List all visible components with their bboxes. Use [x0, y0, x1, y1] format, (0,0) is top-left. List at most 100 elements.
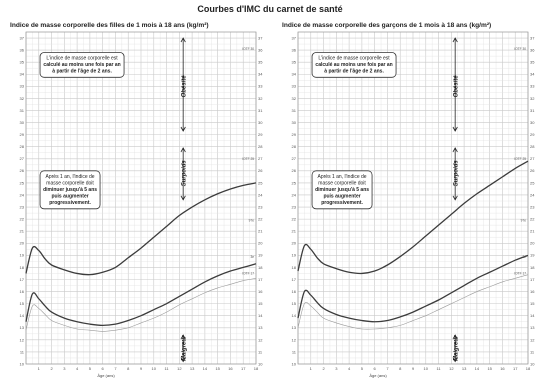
- x-tick-label: 14: [203, 366, 208, 371]
- curve-label: IOTF 30: [242, 47, 254, 51]
- y-tick-label-right: 34: [530, 72, 535, 77]
- note-middle-line: puis augmenter: [323, 194, 360, 200]
- overweight-arrow-head-up: [180, 147, 186, 153]
- x-tick-label: 3: [335, 366, 338, 371]
- x-tick-label: 10: [424, 366, 429, 371]
- y-tick-label-right: 14: [530, 313, 535, 318]
- x-tick-label: 6: [374, 366, 377, 371]
- y-tick-label-left: 28: [20, 144, 25, 149]
- curve-label: IOTF 25: [242, 157, 254, 161]
- x-tick-label: 15: [215, 366, 220, 371]
- y-tick-label-right: 32: [530, 96, 535, 101]
- y-tick-label-right: 23: [530, 204, 535, 209]
- x-tick-label: 1: [38, 366, 41, 371]
- curve-label: IOTF 30: [514, 47, 526, 51]
- y-tick-label-right: 28: [258, 144, 263, 149]
- zone-label-underweight: Maigreur: [182, 335, 188, 361]
- note-top-line: calculé au moins une fois par an: [43, 62, 120, 68]
- x-tick-label: 12: [177, 366, 182, 371]
- y-tick-label-left: 21: [292, 229, 297, 234]
- y-tick-label-right: 31: [258, 108, 263, 113]
- y-tick-label-right: 24: [530, 192, 535, 197]
- y-tick-label-right: 26: [258, 168, 263, 173]
- y-tick-label-left: 25: [292, 180, 297, 185]
- y-tick-label-left: 35: [20, 60, 25, 65]
- chart-panel-boys: Indice de masse corporelle des garçons d…: [278, 18, 540, 380]
- y-tick-label-left: 36: [20, 48, 25, 53]
- y-tick-label-right: 25: [258, 180, 263, 185]
- curve-label: 3e: [522, 255, 526, 259]
- y-tick-label-right: 18: [530, 265, 535, 270]
- underweight-arrow-head-up: [180, 334, 186, 340]
- note-middle-line: masse corporelle doit: [318, 180, 366, 186]
- curve-label: 3e: [250, 255, 254, 259]
- underweight-arrow-head-down: [180, 357, 186, 363]
- note-middle-line: Après 1 an, l'indice de: [318, 174, 367, 180]
- zone-label-underweight: Maigreur: [454, 335, 460, 361]
- y-tick-label-left: 37: [20, 35, 25, 40]
- curve-label: 97e: [521, 219, 527, 223]
- x-tick-label: 3: [63, 366, 66, 371]
- y-tick-label-left: 26: [20, 168, 25, 173]
- x-tick-label: 4: [348, 366, 351, 371]
- note-top-box: [311, 52, 397, 78]
- y-tick-label-right: 10: [258, 361, 263, 366]
- series-line-3: [25, 277, 257, 332]
- curve-label: IOTF 17: [242, 272, 254, 276]
- note-top-box: [39, 52, 125, 78]
- obesity-arrow-head-down: [180, 126, 186, 132]
- y-tick-label-left: 35: [292, 60, 297, 65]
- y-tick-label-right: 27: [258, 156, 263, 161]
- note-top-line: L'indice de masse corporelle est: [318, 56, 390, 62]
- x-tick-label: 17: [241, 366, 246, 371]
- y-tick-label-left: 29: [292, 132, 297, 137]
- y-tick-label-left: 13: [20, 325, 25, 330]
- y-tick-label-left: 33: [292, 84, 297, 89]
- y-tick-label-right: 26: [530, 168, 535, 173]
- y-tick-label-left: 18: [292, 265, 297, 270]
- y-tick-label-right: 32: [258, 96, 263, 101]
- y-tick-label-right: 33: [530, 84, 535, 89]
- y-tick-label-left: 15: [292, 301, 297, 306]
- y-tick-label-right: 19: [258, 253, 263, 258]
- y-tick-label-left: 11: [20, 349, 25, 354]
- y-tick-label-left: 29: [20, 132, 25, 137]
- x-axis-label: Âge (ans): [369, 373, 387, 378]
- zone-label-overweight: Surpoids: [454, 160, 460, 187]
- x-axis-label: Âge (ans): [97, 373, 115, 378]
- y-tick-label-left: 22: [292, 217, 297, 222]
- y-tick-label-right: 17: [530, 277, 535, 282]
- y-tick-label-right: 28: [530, 144, 535, 149]
- y-tick-label-left: 30: [292, 120, 297, 125]
- y-tick-label-left: 20: [20, 241, 25, 246]
- y-tick-label-left: 19: [292, 253, 297, 258]
- y-tick-label-left: 14: [292, 313, 297, 318]
- y-tick-label-right: 13: [530, 325, 535, 330]
- series-line-1: [297, 160, 529, 275]
- y-tick-label-left: 16: [20, 289, 25, 294]
- y-tick-label-left: 36: [292, 48, 297, 53]
- y-tick-label-right: 19: [530, 253, 535, 258]
- x-tick-label: 16: [228, 366, 233, 371]
- curve-label: 97e: [249, 219, 255, 223]
- y-tick-label-left: 17: [20, 277, 25, 282]
- note-middle-line: progressivement.: [49, 200, 91, 206]
- x-tick-label: 17: [513, 366, 518, 371]
- x-tick-label: 15: [487, 366, 492, 371]
- y-tick-label-left: 26: [292, 168, 297, 173]
- x-tick-label: 4: [76, 366, 79, 371]
- underweight-arrow-head-up: [452, 334, 458, 340]
- x-tick-label: 2: [322, 366, 325, 371]
- y-tick-label-left: 32: [20, 96, 25, 101]
- note-middle-line: diminuer jusqu'à 5 ans: [315, 187, 369, 193]
- note-middle-box: [311, 170, 373, 210]
- y-tick-label-right: 12: [530, 337, 535, 342]
- x-tick-label: 13: [462, 366, 467, 371]
- series-line-2: [297, 254, 529, 323]
- bmi-chart-girls: Indice de masse corporelle des filles de…: [10, 22, 263, 378]
- y-tick-label-right: 13: [258, 325, 263, 330]
- y-tick-label-left: 27: [20, 156, 25, 161]
- y-tick-label-left: 18: [20, 265, 25, 270]
- y-tick-label-right: 11: [258, 349, 263, 354]
